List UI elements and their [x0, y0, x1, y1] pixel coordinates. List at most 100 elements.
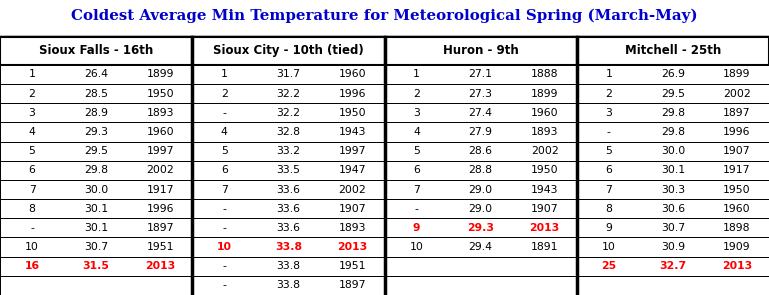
Text: 1996: 1996: [723, 127, 751, 137]
Text: 1943: 1943: [338, 127, 366, 137]
Bar: [0, 37, 192, 65]
Text: Huron - 9th: Huron - 9th: [443, 44, 518, 58]
Bar: [577, 257, 769, 276]
Text: 29.0: 29.0: [468, 185, 493, 194]
Bar: [577, 161, 769, 180]
Text: Mitchell - 25th: Mitchell - 25th: [624, 44, 721, 58]
Text: 2: 2: [221, 89, 228, 99]
Text: 3: 3: [28, 108, 35, 118]
Text: -: -: [222, 261, 226, 271]
Text: 1917: 1917: [146, 185, 174, 194]
Text: 6: 6: [221, 165, 228, 175]
Text: 2002: 2002: [723, 89, 751, 99]
Text: 1950: 1950: [723, 185, 751, 194]
Text: 2013: 2013: [338, 242, 368, 252]
Text: 32.7: 32.7: [659, 261, 687, 271]
Text: 4: 4: [28, 127, 35, 137]
Text: -: -: [607, 127, 611, 137]
Text: 1960: 1960: [338, 70, 366, 79]
Text: 1893: 1893: [531, 127, 558, 137]
Text: 33.6: 33.6: [276, 223, 301, 233]
Bar: [577, 199, 769, 218]
Text: 6: 6: [28, 165, 35, 175]
Text: 30.7: 30.7: [661, 223, 685, 233]
Text: 1907: 1907: [531, 204, 558, 214]
Bar: [192, 65, 384, 84]
Text: 29.8: 29.8: [661, 108, 685, 118]
Text: 29.0: 29.0: [468, 204, 493, 214]
Bar: [0, 142, 192, 161]
Bar: [384, 218, 577, 237]
Text: 29.3: 29.3: [84, 127, 108, 137]
Text: 30.0: 30.0: [661, 146, 685, 156]
Text: 10: 10: [217, 242, 231, 252]
Bar: [192, 237, 384, 257]
Text: 27.4: 27.4: [468, 108, 493, 118]
Text: 1960: 1960: [146, 127, 174, 137]
Bar: [384, 237, 577, 257]
Bar: [0, 237, 192, 257]
Text: 1897: 1897: [723, 108, 751, 118]
Text: 7: 7: [221, 185, 228, 194]
Text: 33.6: 33.6: [276, 185, 301, 194]
Bar: [192, 122, 384, 142]
Text: 1: 1: [221, 70, 228, 79]
Bar: [192, 84, 384, 103]
Text: 28.9: 28.9: [84, 108, 108, 118]
Bar: [384, 199, 577, 218]
Text: 4: 4: [413, 127, 420, 137]
Text: 1996: 1996: [338, 89, 366, 99]
Bar: [384, 65, 577, 84]
Bar: [192, 257, 384, 276]
Bar: [0, 257, 192, 276]
Text: 1951: 1951: [146, 242, 174, 252]
Text: 6: 6: [413, 165, 420, 175]
Bar: [384, 84, 577, 103]
Text: 30.1: 30.1: [84, 223, 108, 233]
Text: 9: 9: [605, 223, 612, 233]
Text: 32.8: 32.8: [276, 127, 301, 137]
Text: 1898: 1898: [723, 223, 751, 233]
Text: 25: 25: [601, 261, 617, 271]
Text: 29.4: 29.4: [468, 242, 493, 252]
Text: 1950: 1950: [531, 165, 558, 175]
Bar: [192, 276, 384, 295]
Bar: [0, 218, 192, 237]
Text: 10: 10: [602, 242, 616, 252]
Bar: [577, 103, 769, 122]
Text: 31.5: 31.5: [83, 261, 109, 271]
Text: 2013: 2013: [530, 223, 560, 233]
Text: 7: 7: [605, 185, 612, 194]
Text: 1917: 1917: [723, 165, 751, 175]
Bar: [192, 142, 384, 161]
Bar: [384, 103, 577, 122]
Text: 33.2: 33.2: [276, 146, 301, 156]
Text: 1907: 1907: [723, 146, 751, 156]
Bar: [577, 276, 769, 295]
Text: 1: 1: [605, 70, 612, 79]
Text: 2: 2: [605, 89, 612, 99]
Bar: [577, 84, 769, 103]
Text: 7: 7: [413, 185, 420, 194]
Text: 10: 10: [25, 242, 39, 252]
Text: -: -: [30, 223, 34, 233]
Bar: [0, 276, 192, 295]
Text: 33.8: 33.8: [276, 281, 301, 290]
Text: 33.5: 33.5: [276, 165, 301, 175]
Text: 33.6: 33.6: [276, 204, 301, 214]
Bar: [577, 37, 769, 65]
Text: 30.9: 30.9: [661, 242, 685, 252]
Text: 1893: 1893: [338, 223, 366, 233]
Text: 2002: 2002: [338, 185, 366, 194]
Bar: [384, 122, 577, 142]
Bar: [192, 37, 384, 65]
Text: -: -: [222, 223, 226, 233]
Text: 1960: 1960: [531, 108, 558, 118]
Bar: [192, 161, 384, 180]
Text: 29.8: 29.8: [84, 165, 108, 175]
Bar: [384, 142, 577, 161]
Text: 1907: 1907: [338, 204, 366, 214]
Bar: [192, 103, 384, 122]
Text: 26.9: 26.9: [661, 70, 685, 79]
Text: 1: 1: [413, 70, 420, 79]
